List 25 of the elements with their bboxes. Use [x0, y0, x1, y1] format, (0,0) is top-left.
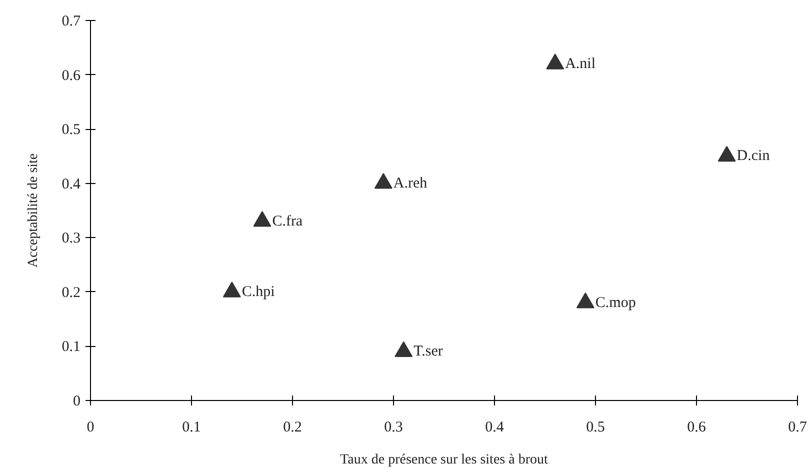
x-axis-title: Taux de présence sur les sites à brout	[340, 452, 548, 468]
x-tick-label: 0.3	[384, 420, 403, 436]
y-tick-label: 0.3	[62, 230, 80, 247]
x-tick-label: 0.4	[485, 420, 504, 436]
y-tick-label: 0.5	[62, 122, 80, 138]
annotation: C.fra	[272, 213, 303, 230]
annotation: T.ser	[414, 344, 443, 360]
y-tick-label: 0.7	[62, 14, 81, 30]
x-tick-label: 0.6	[687, 420, 706, 436]
annotation: A.nil	[565, 56, 596, 72]
annotation: A.reh	[393, 175, 428, 192]
y-tick-label: 0	[73, 394, 80, 410]
y-tick-label: 0.2	[62, 284, 80, 301]
x-tick-label: 0.5	[586, 420, 605, 436]
x-tick-label: 0.7	[788, 420, 808, 436]
y-tick-label: 0.1	[62, 339, 80, 356]
y-tick-label: 0.4	[62, 176, 81, 192]
x-tick-label: 0	[86, 420, 94, 436]
y-axis-title: Acceptabilité de site	[26, 153, 41, 268]
annotation: C.hpi	[242, 284, 275, 300]
y-tick-label: 0.6	[62, 68, 81, 84]
annotation: D.cin	[736, 148, 770, 164]
x-tick-label: 0.1	[182, 420, 201, 436]
annotation: C.mop	[595, 294, 636, 311]
x-tick-label: 0.2	[283, 420, 302, 436]
